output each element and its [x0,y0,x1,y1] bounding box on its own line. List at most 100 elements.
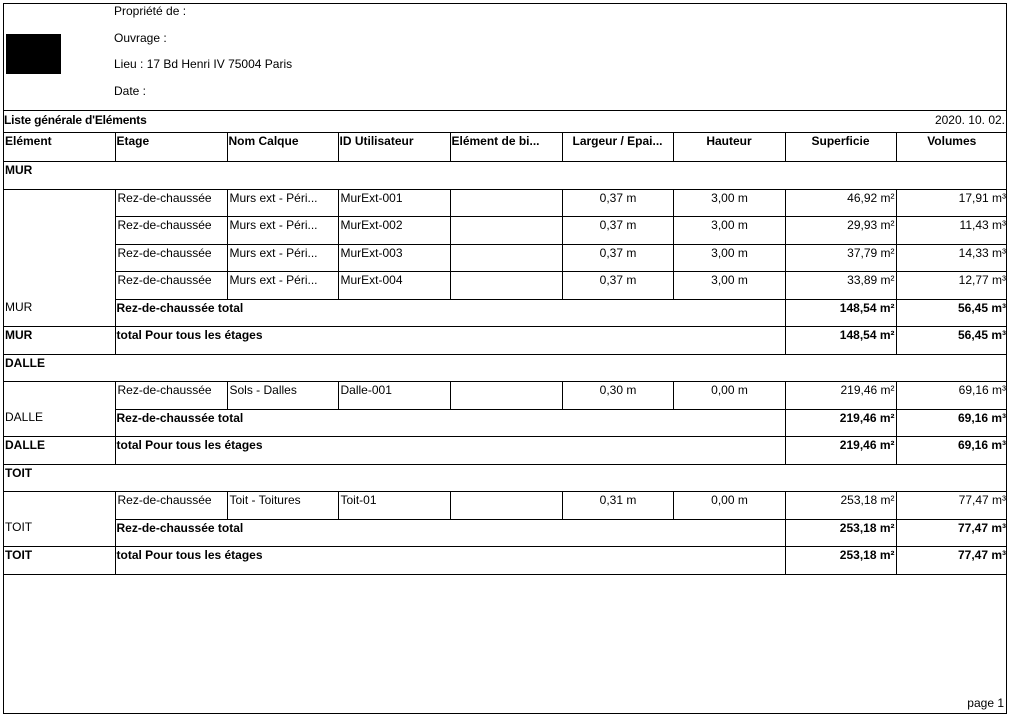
row-cell: MurExt-004 [337,271,450,300]
row-cell: 46,92 m² [784,189,896,217]
row-cell: Murs ext - Péri... [226,244,338,272]
total-label: total Pour tous les étages [114,546,785,575]
group-name: DALLE [4,354,1007,382]
row-cell: 0,37 m [561,271,673,300]
row-cell [449,491,562,520]
logo-image [6,34,61,74]
subtotal-area: 148,54 m² [784,299,896,327]
element-cell [4,217,115,245]
row-cell: 0,37 m [561,244,673,272]
total-area: 219,46 m² [784,436,896,465]
row-cell: 33,89 m² [784,271,896,300]
row-cell [449,381,562,410]
row-cell: MurExt-002 [337,216,450,245]
row-cell: 12,77 m³ [895,271,1007,300]
column-header: Hauteur [672,132,785,162]
subtotal-group: DALLE [4,409,115,437]
work-label: Ouvrage : [114,31,167,45]
column-header: Volumes [895,132,1007,162]
total-label: total Pour tous les étages [114,326,785,355]
row-cell: 69,16 m³ [895,381,1007,410]
row-cell: Rez-de-chaussée [114,491,227,520]
row-cell: Sols - Dalles [226,381,338,410]
group-row: MUR [4,161,1007,190]
total-row: TOIT total Pour tous les étages 253,18 m² 7… [4,546,1007,575]
column-header: Elément [4,132,115,162]
table-header: Elément Etage Nom Calque ID Utilisateur Elém… [4,132,1007,162]
total-volume: 69,16 m³ [895,436,1007,465]
row-cell: 37,79 m² [784,244,896,272]
owner-label: Propriété de : [114,4,187,18]
row-cell: Rez-de-chaussée [114,271,227,300]
subtotal-volume: 69,16 m³ [895,409,1007,437]
total-volume: 56,45 m³ [895,326,1007,355]
row-cell: 29,93 m² [784,216,896,245]
row-cell [449,189,562,217]
column-header: Largeur / Epai... [561,132,673,162]
column-header: ID Utilisateur [337,132,450,162]
column-header: Etage [114,132,227,162]
row-cell: 14,33 m³ [895,244,1007,272]
element-cell [4,492,115,520]
subtotal-row: DALLE Rez-de-chaussée total 219,46 m² 69,16… [4,409,1007,437]
row-cell: Toit - Toitures [226,491,338,520]
row-cell [449,271,562,300]
group-name: MUR [4,161,1007,190]
row-cell: 253,18 m² [784,491,896,520]
place-label: Lieu : 17 Bd Henri IV 75004 Paris [114,57,293,71]
row-cell: Rez-de-chaussée [114,216,227,245]
column-header: Elément de bi... [449,132,562,162]
row-cell: MurExt-001 [337,189,450,217]
table-row: Rez-de-chaussée Murs ext - Péri... MurExt-… [4,271,1007,300]
column-header: Nom Calque [226,132,338,162]
row-cell: MurExt-003 [337,244,450,272]
row-cell: 11,43 m³ [895,216,1007,245]
table-row: Rez-de-chaussée Murs ext - Péri... MurExt-… [4,189,1007,217]
table-row: Rez-de-chaussée Murs ext - Péri... MurExt-… [4,244,1007,272]
subtotal-group: TOIT [4,519,115,547]
table-row: Rez-de-chaussée Murs ext - Péri... MurExt-… [4,216,1007,245]
row-cell: Toit-01 [337,491,450,520]
page-number: page 1 [967,696,1004,710]
subtotal-group: MUR [4,299,115,327]
subtotal-area: 253,18 m² [784,519,896,547]
row-cell: Murs ext - Péri... [226,271,338,300]
subtotal-volume: 77,47 m³ [895,519,1007,547]
subtotal-label: Rez-de-chaussée total [114,409,785,437]
subtotal-label: Rez-de-chaussée total [114,299,785,327]
row-cell: 3,00 m [672,271,785,300]
report-page: Propriété de : Ouvrage : Lieu : 17 Bd He… [3,3,1007,714]
total-group: MUR [4,326,115,355]
subtotal-label: Rez-de-chaussée total [114,519,785,547]
row-cell: 0,30 m [561,381,673,410]
group-row: TOIT [4,464,1007,492]
total-volume: 77,47 m³ [895,546,1007,575]
row-cell: Murs ext - Péri... [226,216,338,245]
column-header: Superficie [784,132,896,162]
row-cell: Rez-de-chaussée [114,189,227,217]
elements-table: Elément Etage Nom Calque ID Utilisateur Elém… [4,132,1007,575]
element-cell [4,272,115,300]
row-cell: 0,37 m [561,216,673,245]
row-cell [449,244,562,272]
element-cell [4,189,115,217]
total-area: 253,18 m² [784,546,896,575]
row-cell: 0,31 m [561,491,673,520]
row-cell: 77,47 m³ [895,491,1007,520]
row-cell: Rez-de-chaussée [114,381,227,410]
report-date: 2020. 10. 02. [934,113,1005,127]
subtotal-row: MUR Rez-de-chaussée total 148,54 m² 56,45 m… [4,299,1007,327]
total-group: TOIT [4,546,115,575]
row-cell [449,216,562,245]
row-cell: 3,00 m [672,216,785,245]
row-cell: 0,00 m [672,381,785,410]
group-row: DALLE [4,354,1007,382]
total-label: total Pour tous les étages [114,436,785,465]
total-area: 148,54 m² [784,326,896,355]
report-title-bar: Liste générale d'Eléments 2020. 10. 02. [4,110,1006,133]
date-label: Date : [114,84,147,98]
row-cell: Dalle-001 [337,381,450,410]
row-cell: Murs ext - Péri... [226,189,338,217]
row-cell: 0,00 m [672,491,785,520]
table-row: Rez-de-chaussée Sols - Dalles Dalle-001 0,3… [4,381,1007,410]
